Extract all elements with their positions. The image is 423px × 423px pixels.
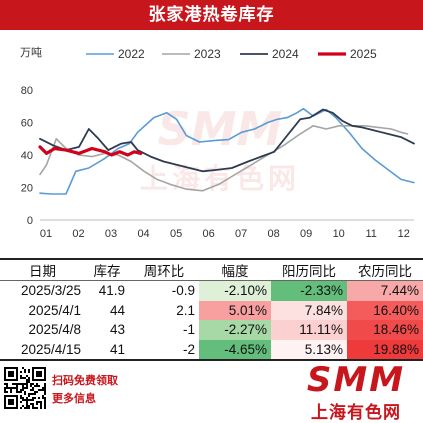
- x-tick-label: 09: [300, 228, 312, 240]
- table-cell: 41.9: [98, 283, 125, 299]
- legend: 2022 2023 2024 2025: [86, 47, 377, 61]
- y-axis: 万吨 0 20 40 60 80: [20, 46, 42, 227]
- table-row: 2025/4/15 41 -2 -4.65% 5.13% 19.88%: [0, 339, 423, 361]
- x-tick-label: 11: [366, 228, 377, 240]
- x-tick-label: 02: [72, 228, 84, 240]
- watermark-text: SMM: [158, 102, 283, 156]
- legend-label-2023: 2023: [194, 47, 221, 61]
- table-cell: -2.10%: [199, 280, 271, 301]
- y-tick-label: 0: [27, 215, 33, 227]
- table-cell: -4.65%: [199, 339, 271, 361]
- watermark: SMM 上海有色网: [140, 102, 300, 194]
- legend-label-2024: 2024: [272, 47, 299, 61]
- table-cell: 7.44%: [347, 280, 423, 301]
- table-cell: -2.27%: [199, 320, 271, 340]
- table-cell: -2.33%: [271, 280, 347, 301]
- header-change: 幅度: [199, 258, 271, 281]
- brand-name: 上海有色网: [311, 403, 401, 422]
- x-tick-label: 07: [235, 228, 247, 240]
- table-cell: 2.1: [176, 302, 195, 318]
- y-tick-label: 20: [21, 183, 33, 195]
- watermark-cn: 上海有色网: [140, 162, 300, 194]
- footer-line2: 更多信息: [52, 393, 96, 405]
- table-header-row: 日期 库存 周环比 幅度 阳历同比 农历同比: [0, 258, 423, 281]
- series-line-2022: [39, 107, 415, 195]
- x-tick-label: 03: [105, 228, 117, 240]
- x-tick-label: 05: [170, 228, 182, 240]
- table-cell: 2025/3/25: [20, 283, 81, 299]
- header-wow: 周环比: [129, 258, 199, 281]
- table-cell: 11.11%: [271, 320, 347, 340]
- x-tick-label: 10: [333, 228, 345, 240]
- y-tick-label: 60: [21, 118, 33, 130]
- y-axis-unit: 万吨: [20, 46, 42, 59]
- table-cell: 43: [109, 322, 125, 338]
- table-row: 2025/4/1 44 2.1 5.01% 7.84% 16.40%: [0, 300, 423, 320]
- header-yoy-solar: 阳历同比: [271, 258, 347, 281]
- table-cell: 5.13%: [271, 339, 347, 361]
- table-cell: 2025/4/1: [28, 302, 81, 318]
- x-tick-label: 08: [268, 228, 280, 240]
- table-cell: -2: [129, 339, 199, 361]
- series-line-2024: [39, 108, 415, 173]
- plot-area: [38, 107, 415, 195]
- table-cell: 2025/4/8: [28, 322, 81, 338]
- x-tick-label: 01: [40, 228, 52, 240]
- series-line-2025: [38, 145, 143, 157]
- table-cell: 5.01%: [199, 300, 271, 320]
- y-tick-label: 80: [21, 85, 33, 97]
- table-cell: -1: [182, 322, 195, 338]
- smm-logo: SMM: [306, 360, 406, 400]
- table-cell: 16.40%: [347, 300, 423, 320]
- table-cell: 18.46%: [347, 320, 423, 340]
- header-inventory: 库存: [85, 258, 129, 281]
- table-row: 2025/4/8 43 -1 -2.27% 11.11% 18.46%: [0, 320, 423, 340]
- x-tick-label: 06: [202, 228, 214, 240]
- legend-label-2025: 2025: [350, 47, 377, 61]
- x-axis: 01 02 03 04 05 06 07 08 09 10 11 12: [40, 219, 414, 240]
- chart-title: 张家港热卷库存: [0, 0, 423, 30]
- x-tick-label: 12: [398, 228, 410, 240]
- x-tick-label: 04: [137, 228, 149, 240]
- footer-line1: 扫码免费领取: [52, 375, 118, 387]
- inventory-table: 日期 库存 周环比 幅度 阳历同比 农历同比 2025/3/25 41.9 -0.9…: [0, 258, 423, 361]
- table-cell: -0.9: [171, 283, 195, 299]
- table-cell: 7.84%: [271, 300, 347, 320]
- qr-code-icon[interactable]: [2, 365, 48, 421]
- table-cell: 41: [85, 339, 129, 361]
- legend-label-2022: 2022: [118, 47, 145, 61]
- header-yoy-lunar: 农历同比: [347, 258, 423, 281]
- header-date: 日期: [0, 258, 85, 281]
- y-tick-label: 40: [21, 150, 33, 162]
- table-cell: 19.88%: [347, 339, 423, 361]
- table-row: 2025/3/25 41.9 -0.9 -2.10% -2.33% 7.44%: [0, 280, 423, 301]
- table-cell: 44: [109, 302, 125, 318]
- table-cell: 2025/4/15: [0, 339, 85, 361]
